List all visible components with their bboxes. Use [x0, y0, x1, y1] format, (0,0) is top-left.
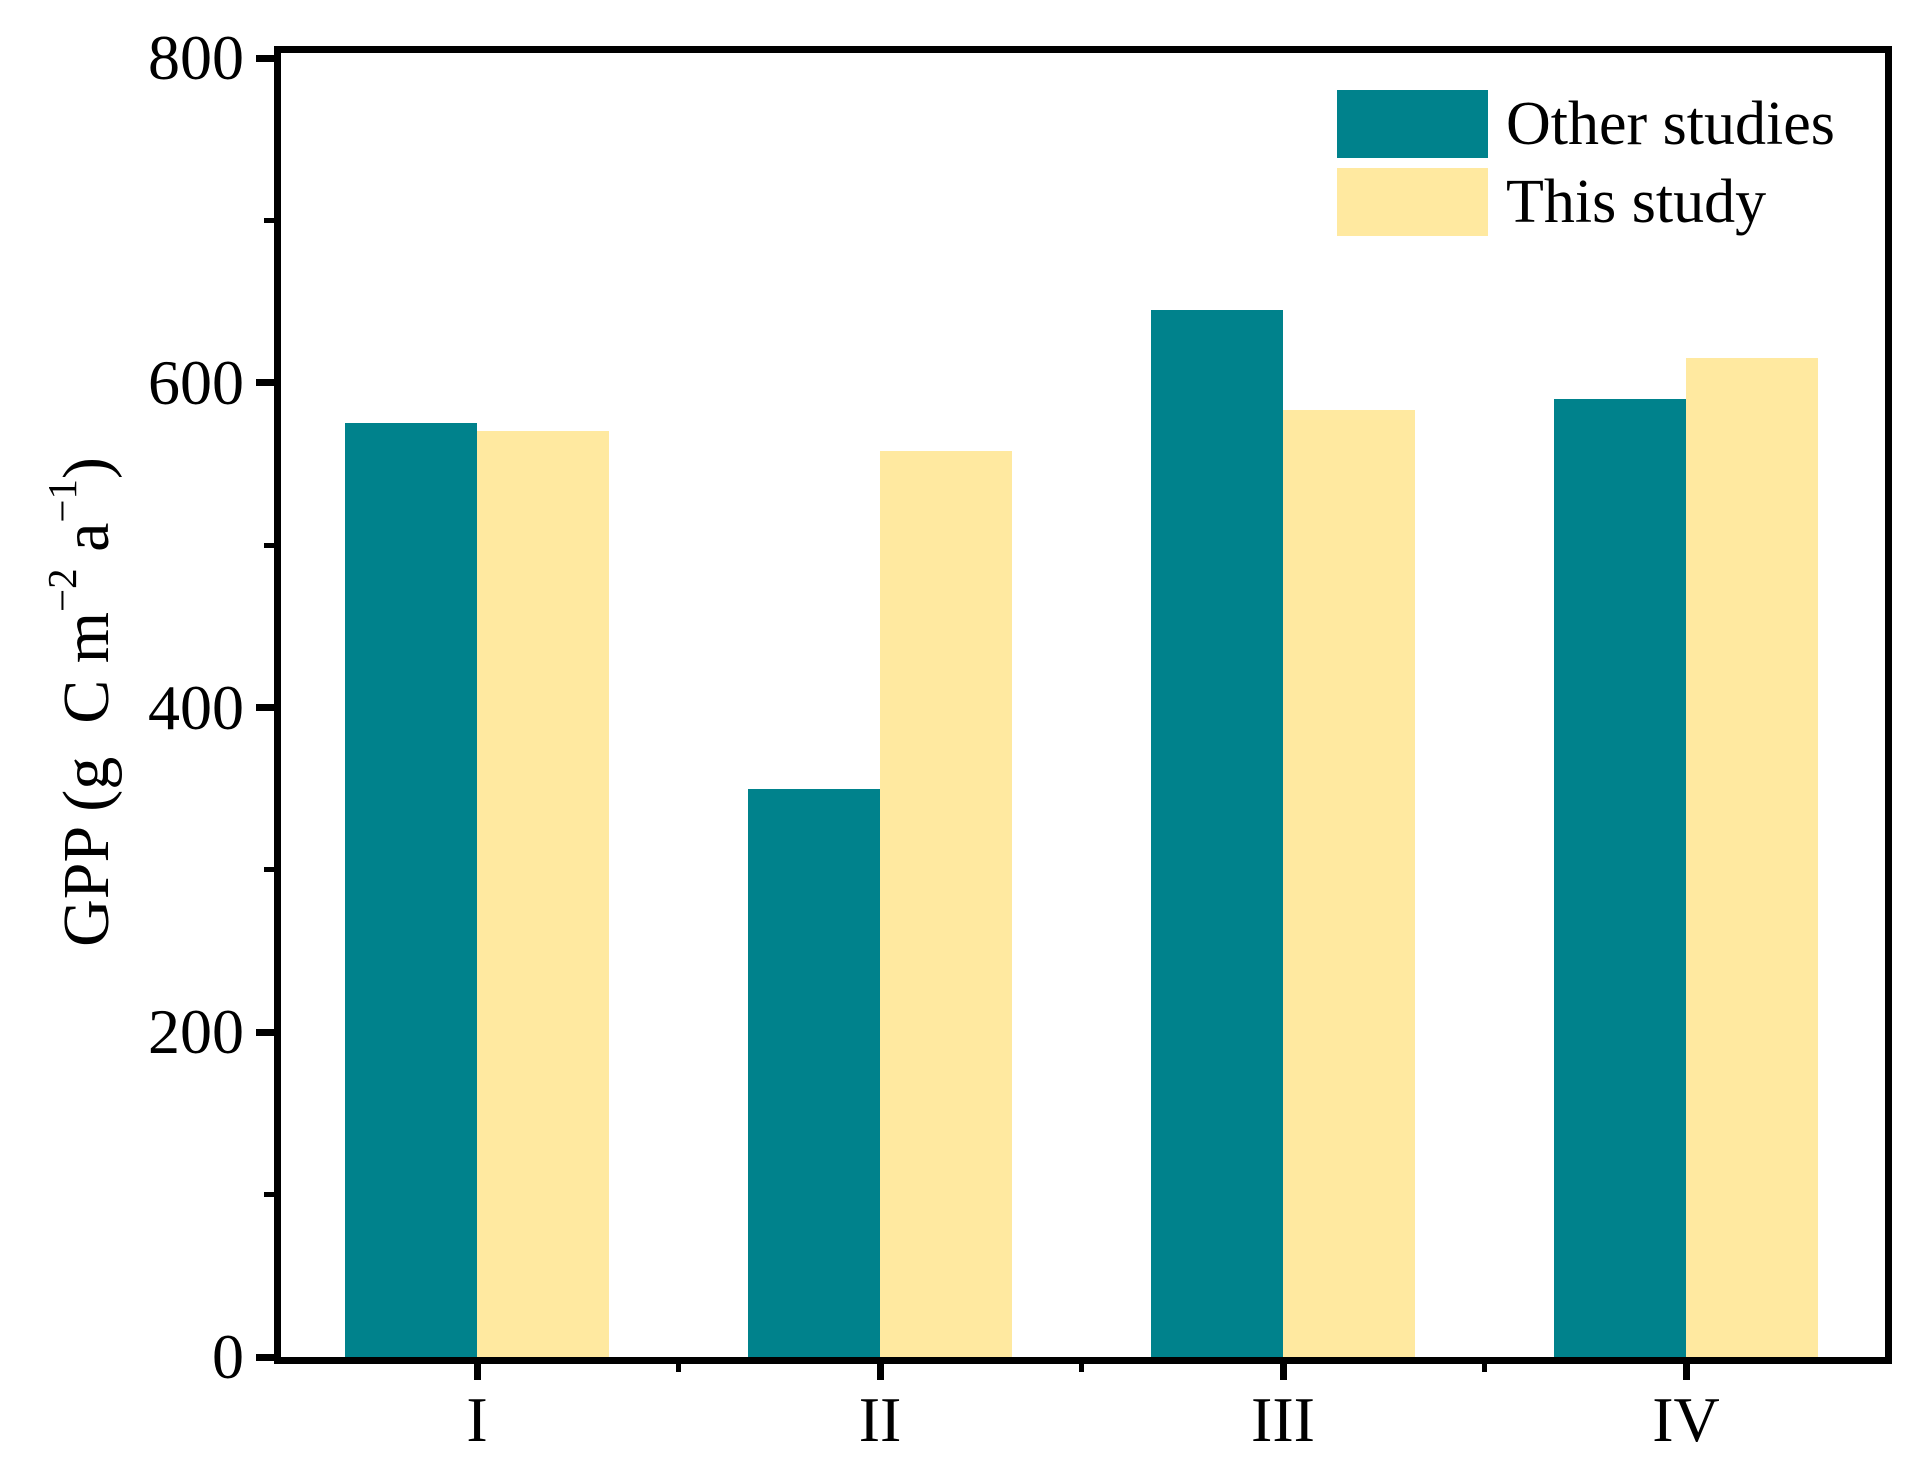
x-axis-tick-label: I	[466, 1384, 488, 1455]
y-axis-minor-tick	[264, 542, 274, 548]
y-axis-minor-tick	[264, 1192, 274, 1198]
bar-I-other-studies	[345, 423, 477, 1357]
y-axis-major-tick	[256, 1353, 274, 1361]
y-axis-major-tick	[256, 54, 274, 62]
x-axis-tick-label: IV	[1652, 1384, 1720, 1455]
legend-swatch-this-study	[1337, 168, 1488, 236]
y-axis-tick-label: 800	[148, 22, 244, 93]
legend-label-other-studies: Other studies	[1506, 90, 1835, 158]
y-axis-tick-label: 0	[212, 1321, 244, 1392]
x-axis-tick-label: III	[1251, 1384, 1315, 1455]
bar-IV-other-studies	[1554, 398, 1686, 1357]
legend-label-this-study: This study	[1506, 168, 1767, 236]
bar-III-this-study	[1283, 410, 1415, 1357]
y-axis-tick-label: 400	[148, 671, 244, 743]
legend-swatch-other-studies	[1337, 90, 1488, 158]
x-axis-major-tick	[473, 1362, 481, 1380]
bar-I-this-study	[477, 431, 609, 1357]
y-axis-minor-tick	[264, 867, 274, 873]
bar-III-other-studies	[1151, 309, 1283, 1357]
x-axis-major-tick	[1279, 1362, 1287, 1380]
x-axis-major-tick	[1682, 1362, 1690, 1380]
bar-II-other-studies	[748, 788, 880, 1357]
y-axis-minor-tick	[264, 217, 274, 223]
x-axis-minor-tick	[1079, 1362, 1084, 1372]
y-axis-major-tick	[256, 1028, 274, 1036]
plot-area-frame	[274, 46, 1892, 1364]
bar-II-this-study	[880, 450, 1012, 1357]
y-axis-major-tick	[256, 379, 274, 387]
x-axis-minor-tick	[1482, 1362, 1487, 1372]
y-axis-tick-label: 600	[148, 346, 244, 418]
y-axis-tick-label: 200	[148, 996, 244, 1068]
y-axis-major-tick	[256, 704, 274, 711]
x-axis-minor-tick	[676, 1362, 681, 1372]
x-axis-tick-label: II	[858, 1384, 902, 1455]
x-axis-major-tick	[876, 1362, 884, 1380]
bar-IV-this-study	[1686, 358, 1818, 1357]
